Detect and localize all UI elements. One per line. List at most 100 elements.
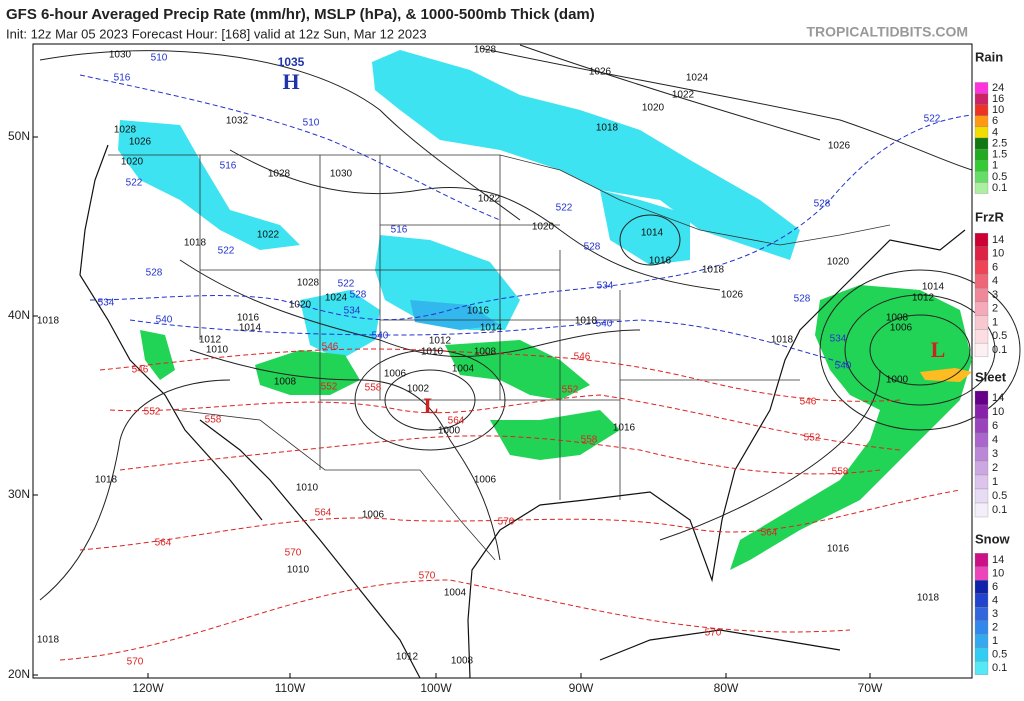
isobar-label: 1012: [429, 336, 452, 347]
legend-title: Sleet: [975, 369, 1007, 384]
high-marker: H: [282, 69, 299, 94]
isobar-label: 1022: [672, 90, 695, 101]
isobar-label: 1012: [912, 293, 935, 304]
legend-tick-label: 0.1: [992, 344, 1007, 356]
lat-label: 20N: [8, 667, 30, 681]
isobar-label: 1020: [532, 222, 555, 233]
title: GFS 6-hour Averaged Precip Rate (mm/hr),…: [6, 6, 595, 23]
isobar-label: 1022: [478, 194, 501, 205]
thickness-label: 534: [830, 334, 847, 345]
legend-swatch: [974, 301, 989, 316]
lon-label: 70W: [858, 681, 883, 695]
legend-swatch: [974, 287, 989, 303]
isobar-label: 1016: [649, 256, 672, 267]
low-marker: L: [424, 393, 439, 418]
isobar-label: 1004: [444, 588, 467, 599]
legend-tick-label: 1: [992, 316, 998, 328]
isobar-label: 1018: [771, 335, 794, 346]
legend-swatch: [974, 418, 989, 434]
isobars: [39, 44, 1021, 601]
isobar-label: 1018: [702, 265, 725, 276]
legend-tick-label: 4: [992, 126, 998, 138]
legend-tick-label: 4: [992, 434, 998, 446]
legend-swatch: [974, 460, 989, 476]
legend: Rain241610642.51.510.50.1FrzR1410643210.…: [974, 49, 1011, 675]
legend-swatch: [974, 82, 989, 94]
isobar-label: 1008: [886, 313, 909, 324]
high-pressure-value: 1035: [278, 55, 305, 69]
legend-tick-label: 10: [992, 567, 1004, 579]
legend-tick-label: 1: [992, 635, 998, 647]
legend-tick-label: 10: [992, 104, 1004, 116]
legend-tick-label: 16: [992, 93, 1004, 105]
rain-area: [255, 350, 360, 395]
thickness-label: 528: [350, 290, 367, 301]
borders: [108, 154, 891, 561]
isobar-label: 1018: [37, 316, 60, 327]
thickness-label: 528: [584, 242, 601, 253]
thickness-label: 540: [156, 315, 173, 326]
thickness-label: 540: [596, 319, 613, 330]
isobar-label: 1020: [121, 157, 144, 168]
legend-tick-label: 4: [992, 275, 998, 287]
legend-tick-label: 0.5: [992, 330, 1007, 342]
rain-area: [445, 340, 590, 400]
thickness-label: 534: [98, 298, 115, 309]
legend-swatch: [974, 93, 989, 105]
legend-swatch: [974, 593, 989, 608]
isobar-label: 1028: [268, 169, 291, 180]
isobar-label: 1026: [721, 290, 744, 301]
legend-swatch: [974, 580, 989, 594]
legend-tick-label: 3: [992, 448, 998, 460]
isobar-label: 1026: [828, 141, 851, 152]
legend-tick-label: 6: [992, 581, 998, 593]
legend-tick-label: 0.1: [992, 504, 1007, 516]
isobar-label: 1018: [95, 475, 118, 486]
legend-swatch: [974, 553, 989, 567]
legend-swatch: [974, 171, 989, 183]
thickness-label: 534: [597, 281, 614, 292]
lon-label: 90W: [569, 681, 594, 695]
legend-tick-label: 1: [992, 476, 998, 488]
legend-tick-label: 10: [992, 406, 1004, 418]
isobar-label: 1024: [686, 73, 709, 84]
legend-swatch: [974, 474, 989, 490]
legend-swatch: [974, 488, 989, 504]
isobar-label: 1004: [452, 364, 475, 375]
legend-tick-label: 0.5: [992, 490, 1007, 502]
legend-tick-label: 14: [992, 234, 1004, 246]
legend-swatch: [974, 446, 989, 462]
isobar-label: 1006: [890, 323, 913, 334]
thickness-label: 528: [814, 199, 831, 210]
legend-tick-label: 0.5: [992, 171, 1007, 183]
thickness-label: 528: [794, 294, 811, 305]
isobar-label: 1020: [289, 300, 312, 311]
isobar-label: 1026: [129, 137, 152, 148]
lat-label: 40N: [8, 308, 30, 322]
isobar-label: 1024: [325, 293, 348, 304]
legend-swatch: [974, 342, 989, 358]
isobar-label: 1008: [451, 656, 474, 667]
isobar-label: 1020: [827, 257, 850, 268]
legend-swatch: [974, 182, 989, 194]
isobar-label: 1018: [917, 593, 940, 604]
thickness-label: 546: [800, 397, 817, 408]
legend-swatch: [974, 160, 989, 172]
thickness-label: 516: [114, 73, 131, 84]
thickness-label: 564: [761, 528, 778, 539]
thickness-label: 558: [365, 383, 382, 394]
legend-title: FrzR: [975, 209, 1005, 224]
snow-area: [375, 235, 520, 330]
legend-tick-label: 14: [992, 554, 1004, 566]
isobar-label: 1000: [886, 375, 909, 386]
legend-swatch: [974, 246, 989, 261]
thickness-label: 564: [315, 508, 332, 519]
legend-tick-label: 0.5: [992, 648, 1007, 660]
isobar-label: 1008: [274, 377, 297, 388]
thickness-label: 564: [448, 416, 465, 427]
legend-swatch: [974, 104, 989, 116]
isobar-label: 1032: [226, 116, 249, 127]
isobar-label: 1026: [589, 67, 612, 78]
thickness-label: 522: [126, 178, 143, 189]
